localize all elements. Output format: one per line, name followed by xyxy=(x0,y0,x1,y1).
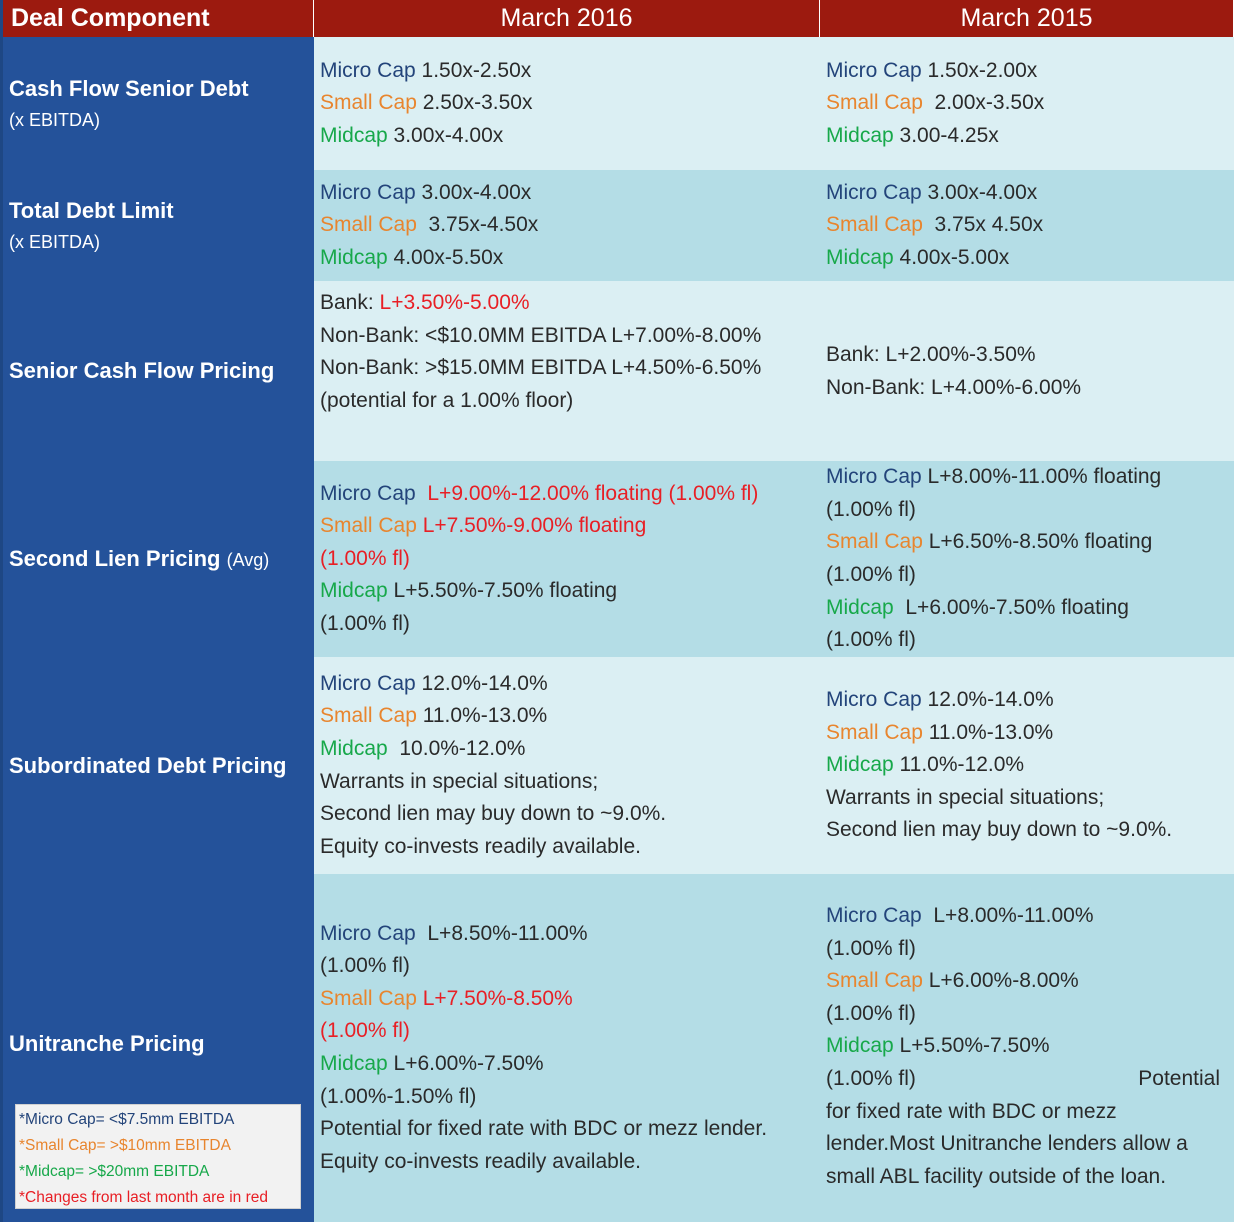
tier-line: Micro Cap 1.50x-2.00x xyxy=(826,58,1038,82)
tier-line: Midcap L+6.00%-7.50% floating xyxy=(826,595,1129,619)
note-line: Equity co-invests readily available. xyxy=(320,834,641,858)
tier-line: Midcap 11.0%-12.0% xyxy=(826,753,1025,777)
tier-line: Small Cap 3.75x-4.50x xyxy=(320,213,539,237)
legend-changes: *Changes from last month are in red xyxy=(19,1189,268,1206)
tier-line: Midcap L+6.00%-7.50% xyxy=(320,1052,544,1075)
tier-line: Micro Cap 12.0%-14.0% xyxy=(826,688,1054,712)
note-line: Second lien may buy down to ~9.0%. xyxy=(320,802,667,826)
tier-line: Small Cap 11.0%-13.0% xyxy=(826,720,1054,744)
row-label-cash-flow-senior-debt: Cash Flow Senior Debt (x EBITDA) xyxy=(0,37,314,170)
label-main: Cash Flow Senior Debt xyxy=(9,76,249,101)
floor-line: (1.00%-1.50% fl) xyxy=(320,1084,477,1108)
row-label-senior-cash-flow-pricing: Senior Cash Flow Pricing xyxy=(0,281,314,461)
tier-line: Micro Cap 3.00x-4.00x xyxy=(320,180,532,204)
row-label-total-debt-limit: Total Debt Limit (x EBITDA) xyxy=(0,170,314,281)
cell-second-lien-pricing-2016: Micro Cap L+9.00%-12.00% floating (1.00%… xyxy=(314,461,820,657)
cell-subordinated-debt-pricing-2016: Micro Cap 12.0%-14.0% Small Cap 11.0%-13… xyxy=(314,657,820,874)
tier-line: Midcap L+5.50%-7.50% xyxy=(826,1034,1050,1058)
tier-line: Micro Cap 3.00x-4.00x xyxy=(826,180,1038,204)
tier-line: Small Cap 11.0%-13.0% xyxy=(320,704,548,728)
note-line: Warrants in special situations; xyxy=(320,769,599,793)
header-march-2016: March 2016 xyxy=(314,0,820,37)
tier-line: Small Cap 3.75x 4.50x xyxy=(826,213,1044,237)
label-main: Unitranche Pricing xyxy=(9,1031,205,1056)
tier-line: Midcap 4.00x-5.50x xyxy=(320,245,504,269)
floor-line: (1.00% fl) xyxy=(826,936,916,960)
floor-line: (1.00% fl) xyxy=(826,628,916,652)
label-sub: (x EBITDA) xyxy=(9,232,101,252)
cell-cash-flow-senior-debt-2016: Micro Cap 1.50x-2.50x Small Cap 2.50x-3.… xyxy=(314,37,820,170)
bank-line: Bank: L+3.50%-5.00% xyxy=(320,291,530,314)
floor-line: (1.00% fl) xyxy=(826,1001,916,1025)
floor-line: (1.00% fl) Potential xyxy=(826,1063,1234,1096)
tier-line: Small Cap L+6.50%-8.50% floating xyxy=(826,530,1153,554)
text-line: Non-Bank: >$15.0MM EBITDA L+4.50%-6.50% xyxy=(320,356,762,380)
tier-line: Micro Cap L+9.00%-12.00% floating (1.00%… xyxy=(320,481,759,505)
floor-line: (1.00% fl) xyxy=(826,497,916,521)
header-march-2015: March 2015 xyxy=(820,0,1234,37)
tier-line: Small Cap 2.50x-3.50x xyxy=(320,91,533,115)
cell-subordinated-debt-pricing-2015: Micro Cap 12.0%-14.0% Small Cap 11.0%-13… xyxy=(820,657,1234,874)
legend-mid: *Midcap= >$20mm EBITDA xyxy=(19,1163,210,1180)
tier-line: Small Cap 2.00x-3.50x xyxy=(826,91,1045,115)
cell-total-debt-limit-2016: Micro Cap 3.00x-4.00x Small Cap 3.75x-4.… xyxy=(314,170,820,281)
tier-line: Midcap 3.00x-4.00x xyxy=(320,123,504,147)
tier-line: Micro Cap L+8.00%-11.00% floating xyxy=(826,465,1162,489)
label-sub: (x EBITDA) xyxy=(9,110,101,130)
cell-senior-cash-flow-pricing-2016: Bank: L+3.50%-5.00% Non-Bank: <$10.0MM E… xyxy=(314,281,820,461)
cell-senior-cash-flow-pricing-2015: Bank: L+2.00%-3.50% Non-Bank: L+4.00%-6.… xyxy=(820,281,1234,461)
row-label-second-lien-pricing: Second Lien Pricing (Avg) xyxy=(0,461,314,657)
label-main: Second Lien Pricing (Avg) xyxy=(9,546,270,571)
legend-small: *Small Cap= >$10mm EBITDA xyxy=(19,1137,231,1154)
tier-line: Small Cap L+6.00%-8.00% xyxy=(826,969,1079,993)
tier-legend: *Micro Cap= <$7.5mm EBITDA *Small Cap= >… xyxy=(15,1104,301,1209)
text-line: Bank: L+2.00%-3.50% xyxy=(826,343,1036,366)
tier-line: Micro Cap L+8.00%-11.00% xyxy=(826,904,1094,927)
note-line: Potential for fixed rate with BDC or mez… xyxy=(320,1117,768,1141)
label-suffix: (Avg) xyxy=(226,550,270,570)
tier-line: Midcap 3.00-4.25x xyxy=(826,123,999,147)
tier-line: Midcap L+5.50%-7.50% floating xyxy=(320,579,618,603)
tier-line: Micro Cap 1.50x-2.50x xyxy=(320,58,532,82)
floor-line: (1.00% fl) xyxy=(320,954,410,978)
note-line: Second lien may buy down to ~9.0%. xyxy=(826,818,1173,842)
tier-line: Micro Cap L+8.50%-11.00% xyxy=(320,921,588,945)
label-main: Total Debt Limit xyxy=(9,198,174,223)
cell-total-debt-limit-2015: Micro Cap 3.00x-4.00x Small Cap 3.75x 4.… xyxy=(820,170,1234,281)
text-line: (potential for a 1.00% floor) xyxy=(320,388,574,412)
floor-line: (1.00% fl) xyxy=(320,546,410,570)
tier-line: Micro Cap 12.0%-14.0% xyxy=(320,671,548,695)
potential-text: Potential xyxy=(1138,1066,1220,1090)
tier-line: Small Cap L+7.50%-8.50% xyxy=(320,986,573,1010)
tier-line: Small Cap L+7.50%-9.00% floating xyxy=(320,514,647,538)
floor-line: (1.00% fl) xyxy=(320,611,410,635)
floor-line: (1.00% fl) xyxy=(826,563,916,586)
text-line: Non-Bank: <$10.0MM EBITDA L+7.00%-8.00% xyxy=(320,323,762,347)
text-line: Non-Bank: L+4.00%-6.00% xyxy=(826,375,1082,399)
cell-unitranche-pricing-2015: Micro Cap L+8.00%-11.00% (1.00% fl) Smal… xyxy=(820,874,1234,1222)
label-main: Senior Cash Flow Pricing xyxy=(9,358,275,383)
note-line: Equity co-invests readily available. xyxy=(320,1149,641,1173)
header-deal-component: Deal Component xyxy=(0,0,314,37)
label-main: Subordinated Debt Pricing xyxy=(9,752,287,778)
cell-cash-flow-senior-debt-2015: Micro Cap 1.50x-2.00x Small Cap 2.00x-3.… xyxy=(820,37,1234,170)
tier-line: Midcap 4.00x-5.00x xyxy=(826,245,1010,269)
tier-line: Midcap 10.0%-12.0% xyxy=(320,736,526,760)
note-line: for fixed rate with BDC or mezz lender.M… xyxy=(826,1099,1188,1188)
cell-second-lien-pricing-2015: Micro Cap L+8.00%-11.00% floating (1.00%… xyxy=(820,461,1234,657)
cell-unitranche-pricing-2016: Micro Cap L+8.50%-11.00% (1.00% fl) Smal… xyxy=(314,874,820,1222)
row-label-subordinated-debt-pricing: Subordinated Debt Pricing xyxy=(0,657,314,874)
legend-micro: *Micro Cap= <$7.5mm EBITDA xyxy=(19,1111,235,1128)
note-line: Warrants in special situations; xyxy=(826,785,1105,809)
floor-line: (1.00% fl) xyxy=(320,1019,410,1043)
